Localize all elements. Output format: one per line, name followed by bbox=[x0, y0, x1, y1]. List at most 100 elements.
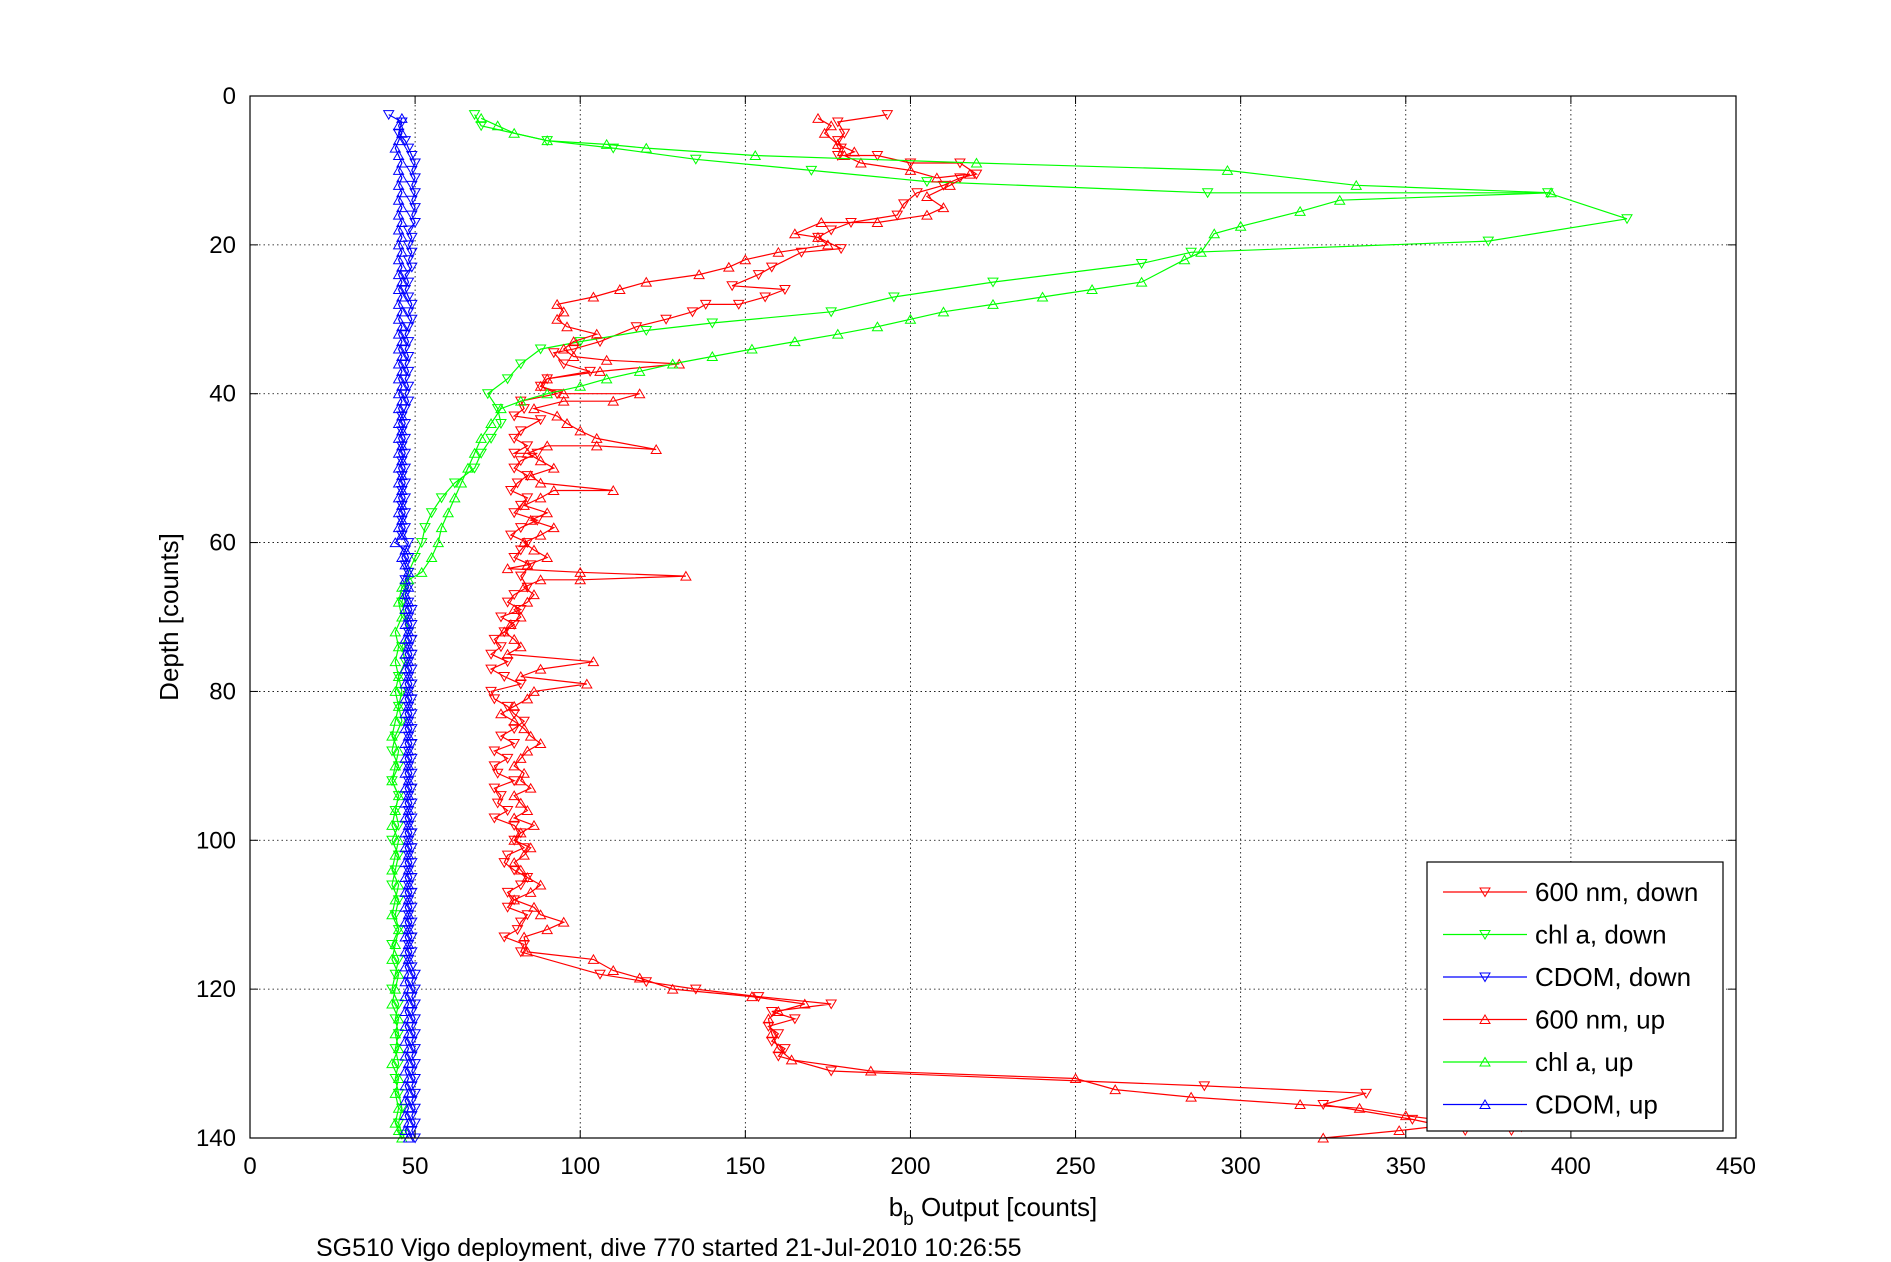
data-point bbox=[405, 664, 418, 675]
data-point bbox=[1109, 1084, 1122, 1095]
data-point bbox=[739, 254, 752, 265]
data-point bbox=[524, 470, 537, 481]
data-point bbox=[399, 463, 412, 474]
data-point bbox=[402, 909, 415, 920]
data-point bbox=[392, 447, 405, 458]
data-point bbox=[399, 1110, 412, 1121]
data-point bbox=[402, 671, 415, 682]
data-point bbox=[534, 879, 547, 890]
data-point bbox=[501, 657, 514, 668]
legend-marker bbox=[1479, 1099, 1491, 1109]
data-point bbox=[405, 679, 418, 690]
data-point bbox=[402, 834, 415, 845]
data-point bbox=[1294, 1099, 1306, 1110]
data-point bbox=[399, 678, 412, 689]
data-point bbox=[389, 1073, 402, 1084]
data-point bbox=[831, 151, 844, 162]
data-point bbox=[425, 551, 438, 562]
data-point bbox=[392, 1072, 405, 1083]
data-point bbox=[462, 462, 474, 473]
data-point bbox=[970, 169, 983, 180]
data-point bbox=[402, 938, 415, 949]
data-point bbox=[508, 776, 521, 787]
data-point bbox=[392, 761, 405, 772]
data-point bbox=[448, 492, 461, 503]
data-point bbox=[541, 135, 554, 146]
data-point bbox=[386, 864, 398, 875]
data-point bbox=[392, 834, 405, 845]
data-point bbox=[405, 947, 418, 958]
data-point bbox=[746, 343, 758, 354]
data-point bbox=[514, 752, 527, 763]
series-2 bbox=[382, 110, 421, 1144]
data-point bbox=[590, 432, 603, 443]
data-point bbox=[405, 649, 418, 660]
data-point bbox=[508, 724, 521, 735]
data-point bbox=[396, 1103, 408, 1114]
data-point bbox=[392, 164, 405, 175]
data-point bbox=[389, 1014, 402, 1025]
data-point bbox=[587, 656, 600, 667]
data-point bbox=[402, 352, 415, 362]
data-point bbox=[508, 700, 521, 711]
data-point bbox=[514, 523, 527, 534]
data-point bbox=[405, 887, 418, 898]
data-point bbox=[590, 328, 603, 339]
data-point bbox=[1198, 1081, 1211, 1092]
data-point bbox=[392, 1102, 405, 1113]
data-point bbox=[680, 570, 692, 581]
x-axis-label: bb Output [counts] bbox=[889, 1192, 1098, 1230]
data-point bbox=[399, 508, 412, 519]
data-point bbox=[402, 538, 415, 549]
data-point bbox=[399, 901, 412, 912]
data-point bbox=[389, 142, 402, 153]
data-point bbox=[399, 1050, 412, 1061]
data-point bbox=[534, 529, 547, 540]
data-point bbox=[402, 775, 415, 786]
data-point bbox=[488, 813, 501, 824]
data-point bbox=[405, 828, 418, 839]
data-point bbox=[501, 887, 514, 898]
series-line bbox=[391, 117, 1552, 1139]
data-point bbox=[409, 1073, 421, 1084]
data-point bbox=[409, 1059, 421, 1070]
data-point bbox=[825, 1066, 838, 1077]
data-point bbox=[508, 739, 521, 750]
data-point bbox=[399, 433, 412, 444]
data-point bbox=[891, 210, 904, 221]
data-point bbox=[396, 365, 408, 376]
data-point bbox=[524, 730, 537, 741]
data-point bbox=[495, 708, 507, 719]
data-point bbox=[389, 805, 402, 816]
data-point bbox=[399, 752, 412, 763]
data-point bbox=[409, 1118, 421, 1129]
data-point bbox=[392, 179, 405, 190]
axes-box bbox=[249, 95, 1737, 1139]
data-point bbox=[405, 1051, 418, 1062]
data-point bbox=[693, 269, 705, 280]
x-tick-label: 250 bbox=[1056, 1153, 1096, 1180]
legend-entry: chl a, down bbox=[1535, 920, 1667, 950]
data-point bbox=[405, 151, 418, 162]
data-point bbox=[495, 791, 507, 802]
data-point bbox=[613, 284, 626, 295]
data-point bbox=[402, 1102, 415, 1113]
data-point bbox=[392, 417, 405, 428]
data-point bbox=[514, 456, 527, 467]
data-point bbox=[396, 291, 408, 302]
data-point bbox=[640, 276, 653, 287]
data-point bbox=[396, 351, 408, 361]
data-point bbox=[392, 954, 405, 965]
data-point bbox=[399, 872, 412, 882]
data-point bbox=[392, 968, 405, 979]
data-point bbox=[508, 894, 521, 905]
data-point bbox=[399, 1005, 412, 1016]
data-point bbox=[402, 924, 415, 935]
data-point bbox=[580, 678, 593, 689]
data-point bbox=[402, 1072, 415, 1083]
data-point bbox=[587, 953, 600, 964]
data-point bbox=[392, 1059, 405, 1070]
data-point bbox=[835, 244, 847, 255]
data-point bbox=[541, 440, 554, 451]
data-point bbox=[508, 812, 521, 823]
